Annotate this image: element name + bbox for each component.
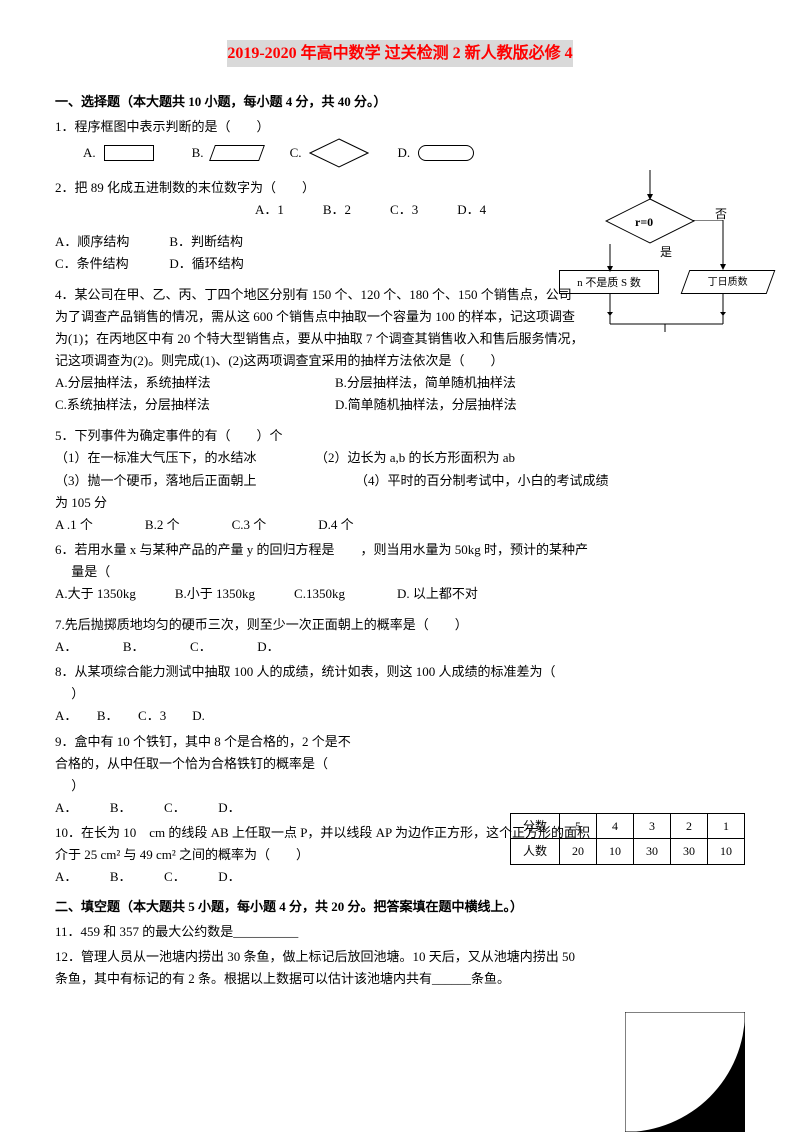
- page-title: 2019-2020 年高中数学 过关检测 2 新人教版必修 4: [227, 40, 572, 67]
- q5-opt3: （3）抛一个硬币，落地后正面朝上: [55, 470, 355, 492]
- question-8: 8．从某项综合能力测试中抽取 100 人的成绩，统计如表，则这 100 人成绩的…: [55, 661, 745, 727]
- q8-line2: ）: [55, 683, 745, 705]
- q5-opt1: （1）在一标准大气压下，的水结冰: [55, 447, 315, 469]
- table-cell: 4: [597, 814, 634, 839]
- table-cell: 分数: [510, 814, 559, 839]
- section-1-header: 一、选择题（本大题共 10 小题，每小题 4 分，共 40 分。）: [55, 91, 745, 113]
- q7-text: 7.先后抛掷质地均匀的硬币三次，则至少一次正面朝上的概率是（ ）: [55, 614, 745, 636]
- q9-line2: 合格的，从中任取一个恰为合格铁钉的概率是（: [55, 753, 745, 775]
- flowchart-condition-text: r=0: [635, 212, 653, 232]
- q5-options: A .1 个 B.2 个 C.3 个 D.4 个: [55, 514, 745, 536]
- table-cell: 20: [560, 839, 597, 864]
- flowchart-yes-label: 是: [660, 242, 672, 262]
- flowchart-diagram: r=0 否 是 n 不是质 S 数 丁日质数: [515, 170, 765, 350]
- q9-line1: 9．盒中有 10 个铁钉，其中 8 个是合格的，2 个是不: [55, 731, 745, 753]
- q5-opt4b: 为 105 分: [55, 492, 745, 514]
- q4-opt-a: A.分层抽样法，系统抽样法: [55, 372, 335, 394]
- q3-opt-c: C．条件结构: [55, 253, 129, 275]
- question-11: 11．459 和 357 的最大公约数是__________: [55, 921, 745, 943]
- table-cell: 10: [708, 839, 745, 864]
- section-2-header: 二、填空题（本大题共 5 小题，每小题 4 分，共 20 分。把答案填在题中横线…: [55, 896, 745, 918]
- question-6: 6．若用水量 x 与某种产品的产量 y 的回归方程是 ，则当用水量为 50kg …: [55, 539, 745, 605]
- flowchart-io-box: 丁日质数: [681, 270, 776, 294]
- table-cell: 1: [708, 814, 745, 839]
- q1-opt-b: B.: [192, 142, 204, 164]
- question-12: 12．管理人员从一池塘内捞出 30 条鱼，做上标记后放回池塘。10 天后，又从池…: [55, 946, 745, 990]
- q12-line2: 条鱼，其中有标记的有 2 条。根据以上数据可以估计该池塘内共有______条鱼。: [55, 968, 745, 990]
- table-cell: 5: [560, 814, 597, 839]
- table-cell: 2: [671, 814, 708, 839]
- table-row-header: 分数 5 4 3 2 1: [510, 814, 744, 839]
- quarter-circle-figure: [625, 1012, 745, 1132]
- q9-line3: ）: [55, 775, 745, 797]
- q3-opt-d: D．循环结构: [169, 253, 243, 275]
- q6-options: A.大于 1350kg B.小于 1350kg C.1350kg D. 以上都不…: [55, 583, 745, 605]
- q3-opt-b: B．判断结构: [169, 231, 243, 253]
- q7-options: A． B． C． D．: [55, 636, 745, 658]
- q1-opt-c: C.: [290, 142, 302, 164]
- shape-rounded-rectangle: [418, 145, 474, 161]
- q4-line4: 记这项调查为(2)。则完成(1)、(2)这两项调查宜采用的抽样方法依次是（ ）: [55, 350, 745, 372]
- q5-opt2: （2）边长为 a,b 的长方形面积为 ab: [315, 447, 515, 469]
- q8-line1: 8．从某项综合能力测试中抽取 100 人的成绩，统计如表，则这 100 人成绩的…: [55, 661, 745, 683]
- table-cell: 人数: [510, 839, 559, 864]
- shape-rectangle: [104, 145, 154, 161]
- flowchart-process-box: n 不是质 S 数: [559, 270, 659, 294]
- q12-line1: 12．管理人员从一池塘内捞出 30 条鱼，做上标记后放回池塘。10 天后，又从池…: [55, 946, 745, 968]
- q1-opt-a: A.: [83, 142, 96, 164]
- q1-opt-d: D.: [397, 142, 410, 164]
- q1-text: 1．程序框图中表示判断的是（ ）: [55, 116, 745, 138]
- question-7: 7.先后抛掷质地均匀的硬币三次，则至少一次正面朝上的概率是（ ） A． B． C…: [55, 614, 745, 658]
- table-cell: 3: [634, 814, 671, 839]
- table-cell: 30: [634, 839, 671, 864]
- q4-opt-b: B.分层抽样法，简单随机抽样法: [335, 372, 516, 394]
- q4-opt-c: C.系统抽样法，分层抽样法: [55, 394, 335, 416]
- q10-options: A． B． C． D．: [55, 866, 745, 888]
- q3-opt-a: A．顺序结构: [55, 231, 129, 253]
- shape-parallelogram: [209, 145, 265, 161]
- table-cell: 30: [671, 839, 708, 864]
- question-5: 5．下列事件为确定事件的有（ ）个 （1）在一标准大气压下，的水结冰 （2）边长…: [55, 425, 745, 535]
- question-9: 9．盒中有 10 个铁钉，其中 8 个是合格的，2 个是不 合格的，从中任取一个…: [55, 731, 745, 819]
- q5-opt4: （4）平时的百分制考试中，小白的考试成绩: [355, 470, 609, 492]
- shape-diamond: [309, 138, 369, 168]
- table-cell: 10: [597, 839, 634, 864]
- score-table: 分数 5 4 3 2 1 人数 20 10 30 30 10: [510, 813, 745, 865]
- q5-text: 5．下列事件为确定事件的有（ ）个: [55, 425, 745, 447]
- q6-line2: 量是（: [55, 561, 745, 583]
- q8-options: A． B． C．3 D.: [55, 705, 745, 727]
- table-row-data: 人数 20 10 30 30 10: [510, 839, 744, 864]
- q6-line1: 6．若用水量 x 与某种产品的产量 y 的回归方程是 ，则当用水量为 50kg …: [55, 539, 745, 561]
- question-1: 1．程序框图中表示判断的是（ ） A. B. C. D.: [55, 116, 745, 168]
- q4-opt-d: D.简单随机抽样法，分层抽样法: [335, 394, 517, 416]
